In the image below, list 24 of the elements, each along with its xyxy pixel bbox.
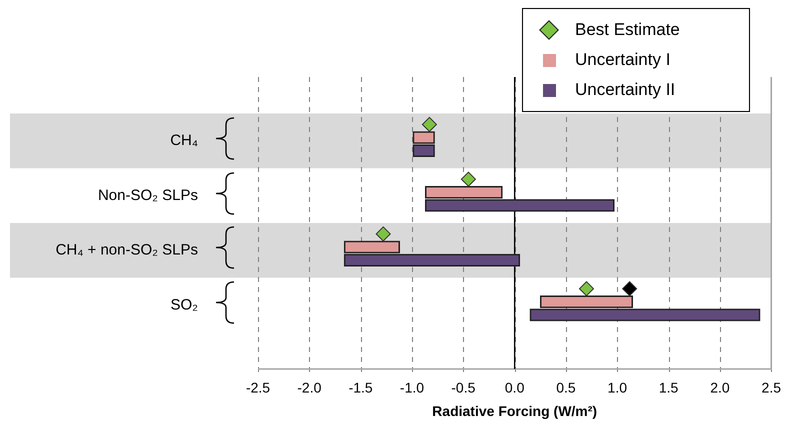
point xyxy=(422,116,437,132)
x-tick-label: -1.5 xyxy=(348,379,373,396)
point xyxy=(578,281,594,296)
x-tick-label: 0.5 xyxy=(556,379,576,396)
x-tick-label: -0.5 xyxy=(451,379,476,396)
legend-label: Best Estimate xyxy=(575,20,680,40)
x-tick-label: 2.0 xyxy=(710,379,730,396)
point xyxy=(376,226,391,242)
legend-label: Uncertainty I xyxy=(575,50,670,70)
y-tick-label: Non-SO₂ SLPs xyxy=(98,186,198,204)
y-tick-label: CH₄ + non-SO₂ SLPs xyxy=(56,242,198,259)
x-tick-label: 0.0 xyxy=(504,379,525,396)
point xyxy=(460,172,476,187)
x-tick-label: 2.5 xyxy=(762,379,782,396)
y-tick-label: CH₄ xyxy=(170,132,198,150)
x-tick-label: -2.5 xyxy=(246,379,270,396)
x-tick-label: -2.0 xyxy=(297,379,322,396)
y-tick-label: SO₂ xyxy=(170,296,198,314)
x-tick-label: -1.0 xyxy=(400,379,424,396)
x-axis-title: Radiative Forcing (W/m²) xyxy=(432,403,598,420)
x-tick-label: 1.0 xyxy=(608,379,628,396)
legend-label: Uncertainty II xyxy=(575,80,676,100)
point xyxy=(622,281,638,296)
x-tick-label: 1.5 xyxy=(658,379,679,396)
